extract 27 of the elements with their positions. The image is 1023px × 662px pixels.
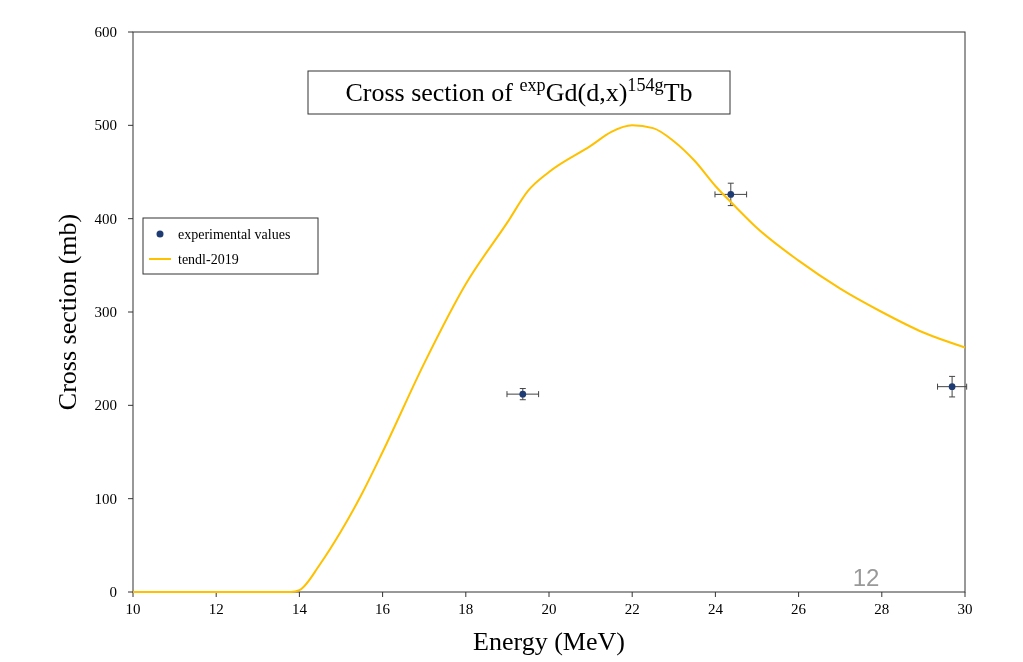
legend-label: tendl-2019 <box>178 252 239 267</box>
x-tick-label: 26 <box>791 601 807 617</box>
x-tick-label: 10 <box>125 601 141 617</box>
x-tick-label: 24 <box>707 601 724 617</box>
y-axis-title: Cross section (mb) <box>53 213 82 411</box>
y-tick-label: 100 <box>94 490 117 507</box>
y-tick-label: 300 <box>94 304 117 320</box>
x-tick-label: 22 <box>624 601 640 617</box>
x-tick-label: 12 <box>208 601 224 617</box>
line-series <box>132 124 966 593</box>
point <box>727 191 735 198</box>
y-tick-label: 200 <box>94 397 117 414</box>
x-tick-label: 30 <box>957 601 973 617</box>
x-axis-title: Energy (MeV) <box>473 627 625 656</box>
x-tick-label: 18 <box>458 601 474 617</box>
text: Cross section of $^{exp}$Gd(d,x)$^{154g}$Tb <box>345 75 693 107</box>
point <box>948 383 956 391</box>
y-tick-label: 0 <box>109 584 117 600</box>
y-tick-label: 600 <box>94 24 117 40</box>
x-tick-label: 16 <box>375 601 391 617</box>
annotation: 12 <box>852 564 880 591</box>
legend-label: experimental values <box>178 227 291 242</box>
y-tick-label: 500 <box>94 117 117 134</box>
x-tick-label: 20 <box>541 601 557 617</box>
x-tick-label: 14 <box>291 601 308 617</box>
x-tick-label: 28 <box>874 601 890 617</box>
y-tick-label: 400 <box>94 210 117 227</box>
